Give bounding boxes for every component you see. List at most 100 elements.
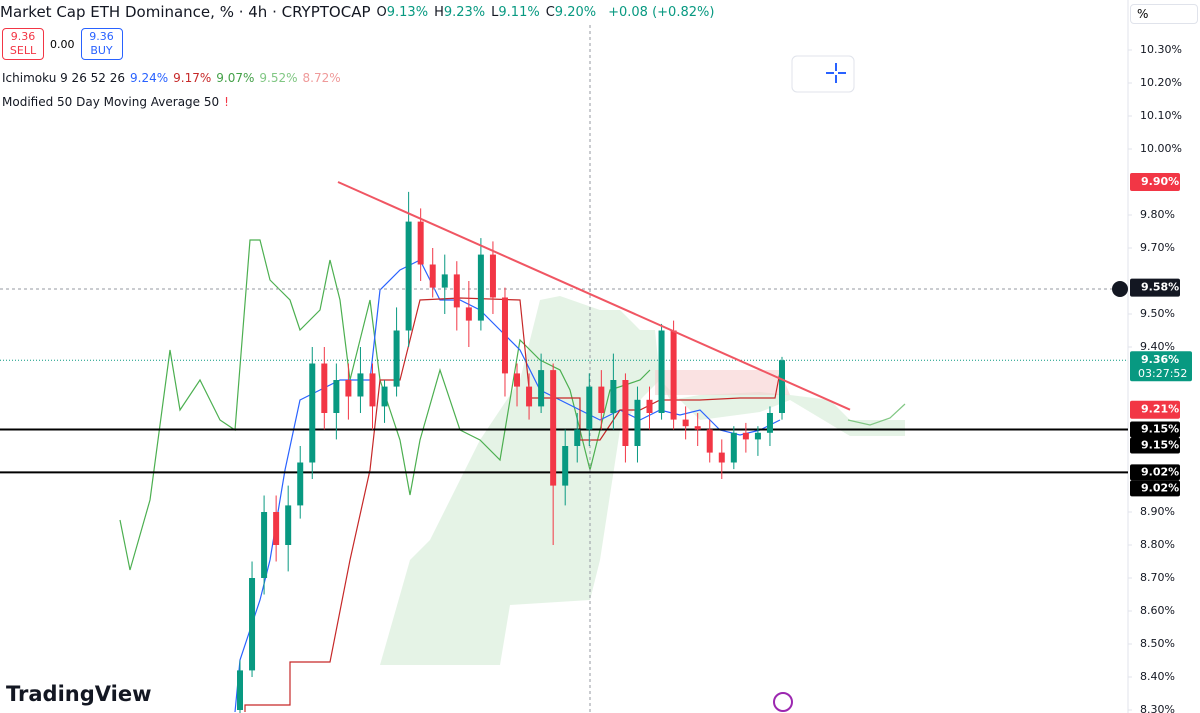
drawing-toolbar[interactable] (791, 55, 855, 93)
ohlc-key: H (434, 4, 444, 20)
candle-body (369, 373, 376, 407)
candle-body (465, 307, 472, 321)
y-tick-label: 9.40% (1140, 340, 1175, 353)
price-badge-label: 9.02% (1141, 481, 1179, 494)
buy-label: BUY (90, 44, 113, 57)
scale-button[interactable]: % (1130, 4, 1198, 24)
candle-body (514, 373, 521, 387)
candle-body (345, 380, 352, 397)
candle-body (742, 432, 749, 440)
alert-icon[interactable] (773, 692, 793, 712)
ohlc-value: 9.11% (498, 4, 540, 20)
y-tick-label: 9.80% (1140, 208, 1175, 221)
y-tick-label: 8.90% (1140, 505, 1175, 518)
price-badge (1130, 437, 1180, 454)
conversion-line (234, 259, 781, 713)
price-badge-label: 9.15% (1141, 439, 1179, 452)
y-tick-label: 8.40% (1140, 670, 1175, 683)
candle-body (718, 452, 725, 463)
candle-body (381, 386, 388, 407)
indicator-name: Ichimoku 9 26 52 26 (2, 71, 125, 85)
candle-body (261, 512, 268, 578)
candle-body (321, 363, 328, 413)
brand-logo: TradingView (6, 682, 152, 706)
candle-body (550, 370, 557, 486)
candle-body (598, 386, 605, 413)
buy-price: 9.36 (89, 30, 114, 43)
indicator-value: 9.52% (259, 71, 298, 85)
price-badge-label: 9.90% (1141, 175, 1179, 188)
candle-body (285, 505, 292, 545)
candle-body (670, 330, 677, 420)
ichimoku-cloud (372, 296, 905, 712)
ohlc-key: O (376, 4, 387, 20)
y-tick-label: 10.10% (1140, 109, 1182, 122)
candle-body (297, 462, 304, 506)
header: Market Cap ETH Dominance, % · 4h · CRYPT… (0, 3, 714, 21)
change: +0.08 (+0.82%) (608, 4, 715, 20)
y-tick-label: 8.60% (1140, 604, 1175, 617)
candle-body (441, 274, 448, 288)
candle-body (610, 380, 617, 413)
indicator-value: 9.24% (130, 71, 169, 85)
candle-body (249, 578, 256, 671)
crosshair-tool[interactable] (826, 63, 846, 83)
candle-body (273, 512, 280, 545)
candle-body (646, 399, 653, 413)
ohlc-value: 9.20% (554, 4, 597, 20)
ichimoku-cloud-red (655, 370, 790, 395)
indicator-name: Modified 50 Day Moving Average 50 (2, 95, 220, 109)
price-badge (1130, 351, 1192, 382)
sell-price: 9.36 (10, 30, 36, 43)
price-badge-label: 9.02% (1141, 465, 1179, 478)
price-badge (1130, 421, 1180, 438)
price-badge (1130, 278, 1180, 297)
candle-body (754, 432, 761, 440)
ohlc-key: C (545, 4, 555, 20)
trade-panel: 9.36 SELL 0.00 9.36 BUY (2, 28, 123, 60)
candle-body (766, 413, 773, 433)
leading-span-a (847, 403, 906, 426)
candle-body (586, 386, 593, 430)
add-button[interactable] (1112, 281, 1128, 297)
ohlc-value: 9.23% (443, 4, 486, 20)
symbol-title: Market Cap ETH Dominance, % · 4h · CRYPT… (0, 3, 371, 21)
candle-body (694, 426, 701, 430)
y-tick-label: 8.30% (1140, 703, 1175, 713)
buy-button[interactable]: 9.36 BUY (80, 28, 123, 60)
candle-body (333, 380, 340, 413)
candle-body (706, 429, 713, 453)
candle-body (526, 386, 533, 407)
candle-body (730, 432, 737, 463)
y-tick-label: 10.00% (1140, 142, 1182, 155)
candle-body (634, 399, 641, 446)
y-tick-label: 8.70% (1140, 571, 1175, 584)
y-tick-label: 9.50% (1140, 307, 1175, 320)
price-badge-label: 9.36% (1141, 353, 1179, 366)
price-badge-label: 9.21% (1141, 403, 1179, 416)
candle-body (489, 254, 496, 298)
ohlc-value: 9.13% (386, 4, 429, 20)
candle-body (357, 373, 364, 397)
candle-body (562, 446, 569, 486)
price-badge (1130, 464, 1180, 481)
price-badge (1130, 480, 1180, 497)
price-badge-label: 9.15% (1141, 423, 1179, 436)
sell-label: SELL (9, 44, 37, 57)
sell-button[interactable]: 9.36 SELL (2, 28, 44, 60)
y-tick-label: 8.80% (1140, 538, 1175, 551)
y-tick-label: 10.20% (1140, 76, 1182, 89)
price-axis: 10.30% 10.20% 10.10% 10.00% 9.80% 9.70% 9.50% 9… (1128, 43, 1192, 713)
candle-body (682, 419, 689, 427)
candle-body (405, 221, 412, 331)
candle-body (417, 221, 424, 265)
candle-body (538, 370, 545, 407)
candle-body (779, 360, 785, 413)
y-tick-label: 10.30% (1140, 43, 1182, 56)
candle-body (309, 363, 316, 463)
candle-body (658, 330, 665, 413)
candle-body (477, 254, 484, 321)
